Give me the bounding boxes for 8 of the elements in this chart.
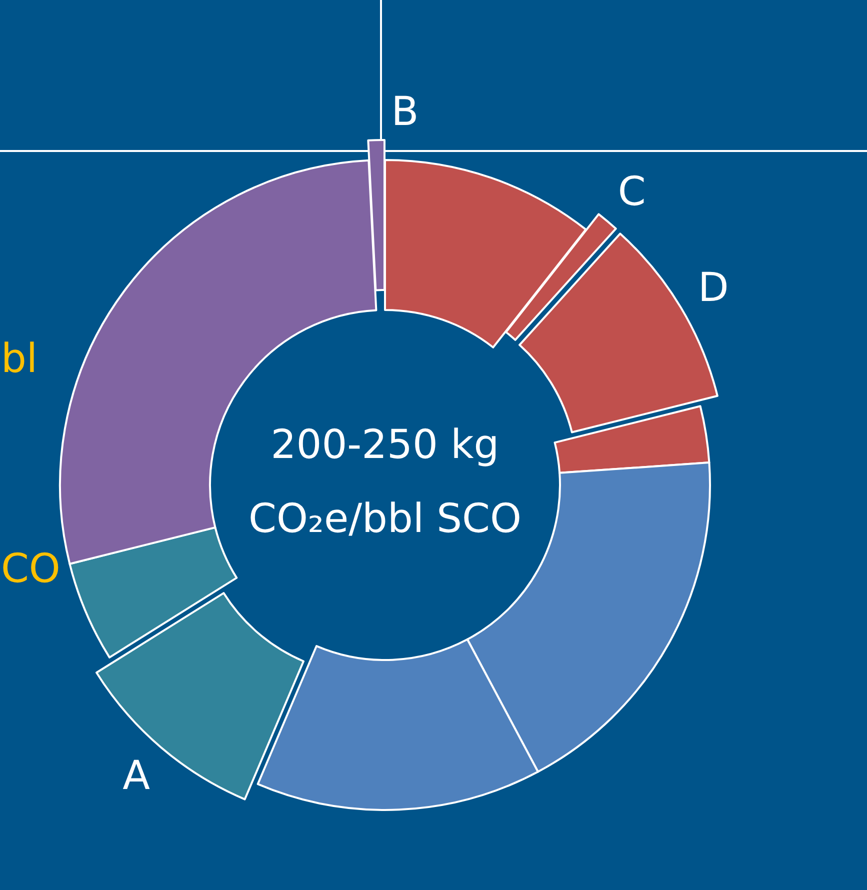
- text: CO: [1, 546, 60, 592]
- slice-label: B: [391, 89, 419, 135]
- text: bl: [1, 336, 38, 382]
- text: CO₂e/bbl SCO: [248, 496, 522, 542]
- slice-label: D: [698, 264, 729, 311]
- slice-label: A: [122, 753, 151, 800]
- text: 200-250 kg: [270, 422, 500, 468]
- slice-label: C: [618, 169, 646, 216]
